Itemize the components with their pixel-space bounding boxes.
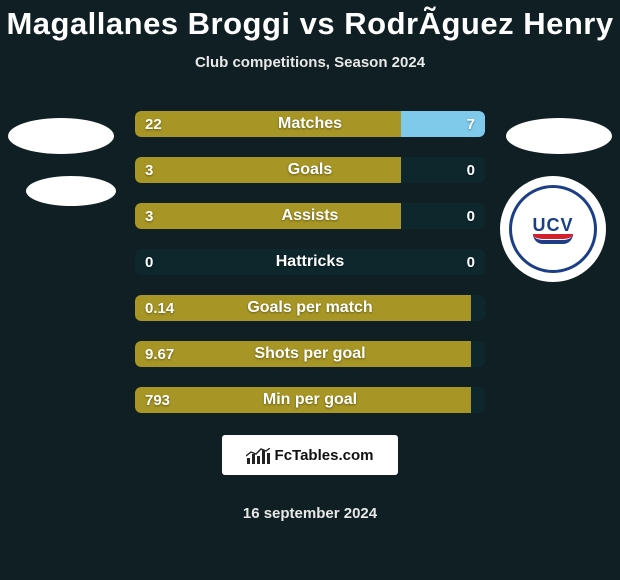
player-right-club-logo: UCV [500,176,606,282]
club-logo-swoosh [533,234,573,244]
stat-label: Hattricks [135,249,485,275]
stat-label: Shots per goal [135,341,485,367]
stat-row: 30Goals [135,157,485,183]
subtitle: Club competitions, Season 2024 [0,54,620,71]
stat-label: Goals [135,157,485,183]
stats-container: 227Matches 30Goals 30Assists 00Hattricks 0.1… [135,111,485,413]
page-title: Magallanes Broggi vs RodrÃ­guez Henry [0,0,620,42]
club-logo-ucv: UCV [505,181,601,277]
date-text: 16 september 2024 [0,505,620,522]
stat-row: 00Hattricks [135,249,485,275]
brand-badge: FcTables.com [222,435,398,475]
card: Magallanes Broggi vs RodrÃ­guez Henry Cl… [0,0,620,580]
player-left-badge-2 [26,176,116,206]
stat-row: 9.67Shots per goal [135,341,485,367]
player-right-badge-1 [506,118,612,154]
bar-chart-icon [247,446,269,464]
club-logo-swoosh-red [533,234,573,239]
trend-line-icon [246,448,270,458]
stat-label: Min per goal [135,387,485,413]
stat-label: Matches [135,111,485,137]
stat-row: 793Min per goal [135,387,485,413]
stat-label: Goals per match [135,295,485,321]
player-left-badge-1 [8,118,114,154]
stat-row: 30Assists [135,203,485,229]
club-logo-text: UCV [532,215,573,236]
stat-row: 0.14Goals per match [135,295,485,321]
club-logo-inner: UCV [521,197,585,261]
stat-row: 227Matches [135,111,485,137]
brand-text: FcTables.com [275,447,374,464]
stat-label: Assists [135,203,485,229]
